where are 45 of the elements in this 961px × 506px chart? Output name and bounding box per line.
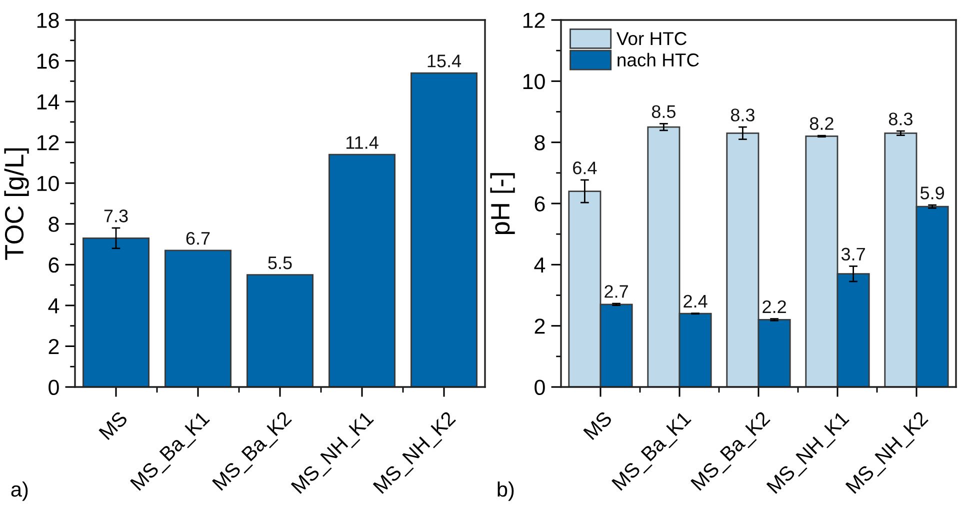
data-label: 5.5 [268,256,292,270]
y-tick-label: 0 [534,380,545,396]
y-tick-label: 8 [48,216,59,232]
y-tick-label: 12 [37,135,59,150]
y-tick-label: 8 [534,135,545,150]
data-label: 15.4 [428,54,462,68]
y-tick-label: 4 [48,298,60,314]
text: b) [498,481,514,501]
bar [246,274,314,387]
y-tick-label: 6 [534,196,545,212]
y-tick-label: 0 [48,380,59,396]
y-tick-label: 12 [523,12,545,28]
bar [164,250,232,387]
y-tick-label: 10 [523,74,545,90]
y-axis-title: TOC [g/L] [4,148,29,260]
data-label: 2.7 [604,285,628,298]
y-tick-label: 6 [48,257,59,273]
data-label: 7.3 [104,210,128,222]
y-tick-label: 2 [534,318,545,334]
x-tick-label: MS [98,410,128,440]
y-tick-label: 18 [37,12,59,28]
bar [410,72,478,387]
data-label: 11.4 [346,136,378,149]
data-label: 6.4 [573,162,597,174]
y-tick-label: 14 [37,94,60,110]
legend-label: nach HTC [618,52,699,66]
y-tick-label: 2 [48,338,59,354]
data-label: 8.2 [810,117,834,130]
bar [328,154,396,387]
x-tick-label: MS [583,410,613,440]
data-label: 8.3 [730,108,754,122]
data-label: 6.7 [186,232,210,245]
data-label: 8.3 [888,112,912,126]
data-label: 2.2 [762,300,786,313]
data-label: 2.4 [684,294,708,308]
y-tick-label: 16 [37,54,59,69]
y-axis-title: pH [-] [490,173,515,234]
data-label: 5.9 [920,186,944,200]
text: a) [11,481,28,501]
legend-label: Vor HTC [616,32,687,46]
data-label: 8.5 [652,105,676,118]
data-label: 3.7 [841,248,865,261]
bar [82,237,150,387]
y-tick-label: 4 [534,258,546,272]
y-tick-label: 10 [37,176,59,192]
